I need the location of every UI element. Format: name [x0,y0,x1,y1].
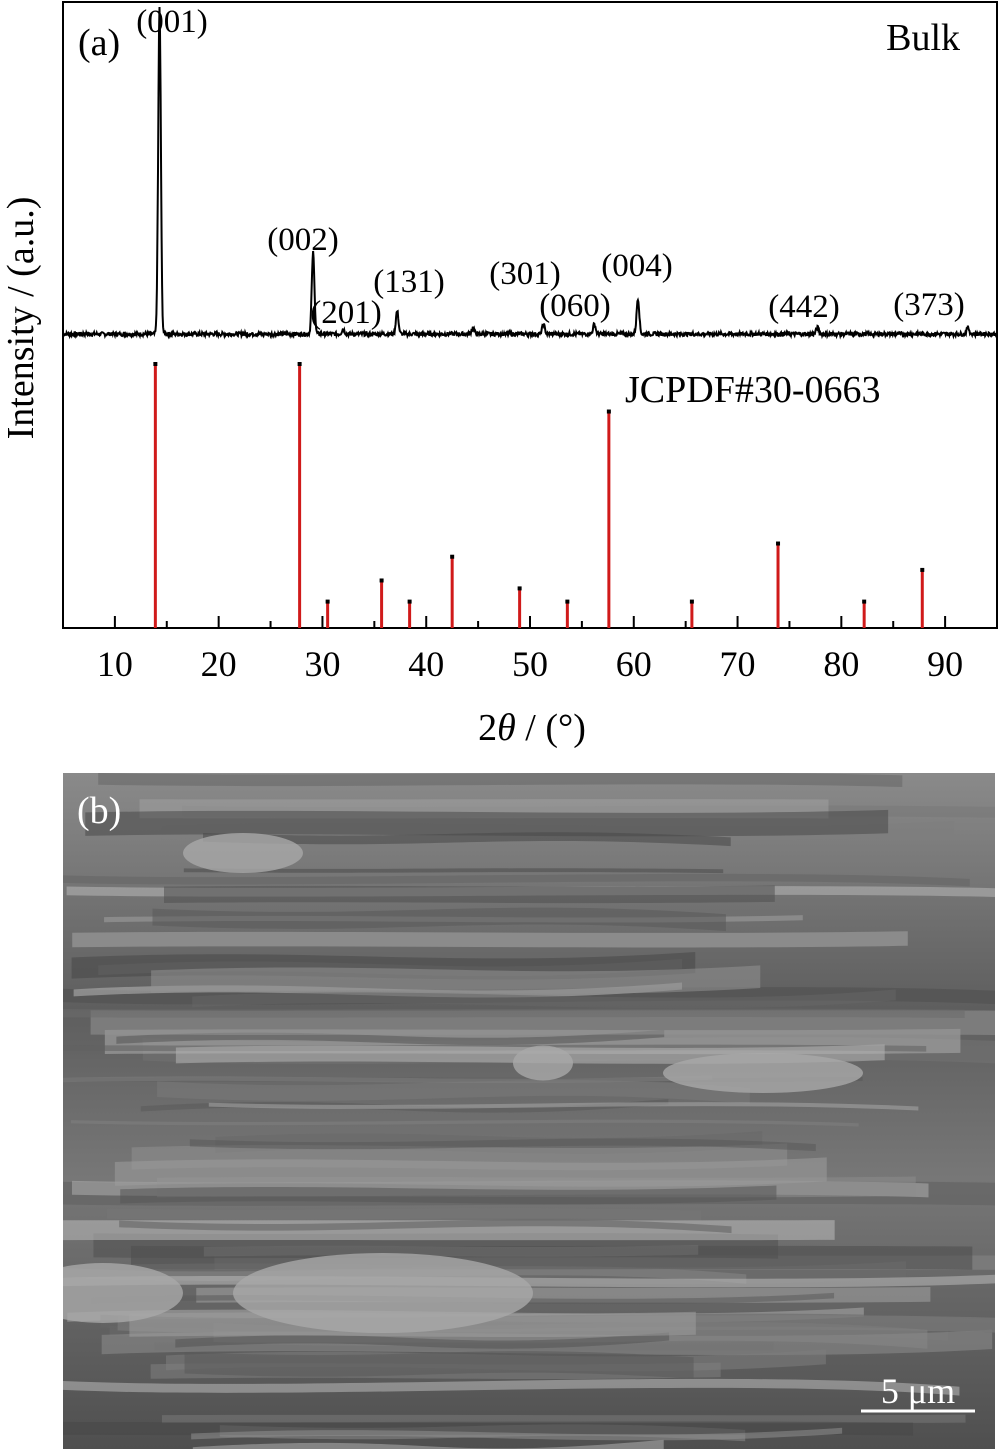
sem-lamella [63,1008,965,1019]
sem-lamella [184,1351,694,1379]
peak-label: (442) [768,289,839,325]
peak-label: (201) [310,295,381,331]
x-tick-label: 30 [304,644,340,684]
peak-label: (060) [539,288,610,324]
sem-lamella [151,965,761,994]
x-axis-tick-labels: 10 20 30 40 50 60 70 80 90 [97,644,963,684]
peak-label: (301) [489,256,560,292]
x-tick-label: 90 [927,644,963,684]
sem-lamella [114,1157,827,1187]
panel-a-label: (a) [78,22,120,64]
sem-flake [183,833,303,873]
sem-lamella [175,1332,670,1349]
reference-stick-cap [407,599,412,604]
sem-flake [63,1263,183,1323]
x-axis-label: 2θ / (°) [478,707,586,749]
peak-label: (373) [893,287,964,323]
sem-lamella [152,907,726,932]
sem-lamella [72,931,908,948]
xrd-chart-panel: 10 20 30 40 50 60 70 80 90 (001) (002) (201) (131)(… [0,1,998,749]
sem-lamella [157,1080,750,1104]
reference-stick-cap [153,362,158,366]
bulk-series [62,6,998,340]
bulk-label: Bulk [886,17,960,59]
peak-label: (001) [136,4,207,40]
x-tick-label: 20 [201,644,237,684]
bulk-peak-labels: (001) (002) (201)(131) (301)(060) (004) (442)… [136,4,964,331]
sem-lamella [63,873,970,887]
reference-stick-cap [379,578,384,583]
sem-lamella [189,1138,816,1152]
bulk-pattern-line [62,6,998,340]
reference-stick-cap [606,409,611,414]
reference-stick-cap [862,599,867,604]
sem-lamella [120,1185,777,1205]
x-axis-label-suffix: / (°) [516,707,586,749]
x-tick-label: 60 [616,644,652,684]
peak-label: (131) [373,264,444,300]
reference-stick-cap [689,599,694,604]
reference-stick-cap [450,554,455,559]
x-tick-label: 10 [97,644,133,684]
peak-label: (004) [601,248,672,284]
sem-lamella [183,868,724,874]
scale-bar-label: 5 μm [881,1371,955,1411]
x-axis-label-symbol: θ [497,707,516,749]
sem-lamella [191,1427,843,1441]
sem-flake [513,1045,573,1081]
x-tick-label: 50 [512,644,548,684]
sem-lamella [192,989,896,1009]
x-tick-label: 80 [823,644,859,684]
x-axis-label-prefix: 2 [478,707,497,749]
sem-layers [63,773,995,1449]
y-axis-label: Intensity / (a.u.) [0,197,42,440]
reference-stick-cap [920,567,925,572]
sem-flake [663,1053,863,1093]
peak-label: (002) [267,222,338,258]
panel-b-label: (b) [77,790,121,832]
sem-lamella [85,809,889,837]
x-tick-label: 40 [408,644,444,684]
sem-flake [233,1253,533,1333]
xrd-chart: 10 20 30 40 50 60 70 80 90 (001)(002)(201)(131)(… [0,1,998,749]
x-tick-label: 70 [720,644,756,684]
reference-series [153,362,925,628]
sem-lamella [98,773,903,788]
plot-frame [62,1,998,629]
sem-lamella [119,1219,732,1234]
x-axis-ticks [62,616,998,628]
reference-stick-cap [776,541,781,546]
sem-lamella [70,1119,859,1127]
sem-lamella [161,1414,966,1424]
reference-stick-cap [325,599,330,604]
reference-label: JCPDF#30-0663 [625,369,881,411]
sem-lamella [208,1102,919,1111]
sem-image: 5 μm (b) [63,773,995,1449]
sem-layered-texture: 5 μm (b) [63,773,995,1449]
reference-stick-cap [517,586,522,591]
sem-lamella [63,1378,960,1396]
sem-lamella [164,885,775,904]
sem-lamella [192,1439,664,1449]
reference-stick-cap [565,599,570,604]
sem-lamella [63,1075,713,1083]
reference-stick-cap [297,362,302,366]
sem-lamella [106,1208,702,1221]
